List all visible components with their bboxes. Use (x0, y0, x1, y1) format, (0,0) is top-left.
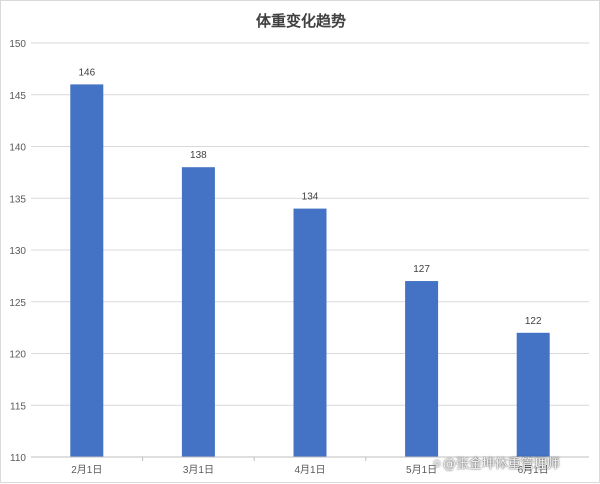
y-tick-label: 125 (9, 298, 26, 309)
x-tick-label: 6月1日 (518, 464, 549, 476)
y-tick-label: 120 (9, 350, 26, 361)
y-tick-label: 140 (9, 143, 26, 154)
x-axis: 2月1日 3月1日 4月1日 5月1日 6月1日 (31, 456, 589, 476)
y-tick-label: 145 (9, 91, 26, 102)
data-label: 122 (525, 316, 542, 327)
bars (70, 84, 550, 458)
bar-2 (181, 167, 215, 457)
x-tick-label: 3月1日 (183, 464, 214, 476)
camera-icon: ⌾ (433, 457, 441, 472)
x-tick-label: 2月1日 (71, 464, 102, 476)
chart-title: 体重变化趋势 (255, 12, 346, 30)
y-axis-tick-labels: 110 115 120 125 130 135 140 145 150 (9, 39, 26, 464)
y-tick-label: 130 (9, 246, 26, 257)
y-tick-label: 115 (10, 401, 26, 412)
x-tick-label: 5月1日 (406, 464, 437, 476)
bar-4 (405, 281, 439, 457)
watermark-text: @张金坤体重管理师 (442, 457, 560, 472)
y-tick-label: 135 (9, 194, 26, 205)
bar-5 (516, 332, 550, 457)
x-tick-label: 4月1日 (294, 464, 325, 476)
y-tick-label: 150 (9, 39, 26, 50)
data-label: 138 (190, 150, 207, 161)
data-label: 134 (302, 192, 319, 203)
bar-1 (70, 84, 104, 458)
data-label: 127 (413, 264, 430, 275)
data-label: 146 (78, 67, 95, 78)
data-labels: 146 138 134 127 122 (78, 67, 542, 326)
y-tick-label: 110 (10, 453, 26, 464)
bar-3 (293, 208, 327, 457)
watermark: ⌾ @张金坤体重管理师 (433, 453, 560, 472)
